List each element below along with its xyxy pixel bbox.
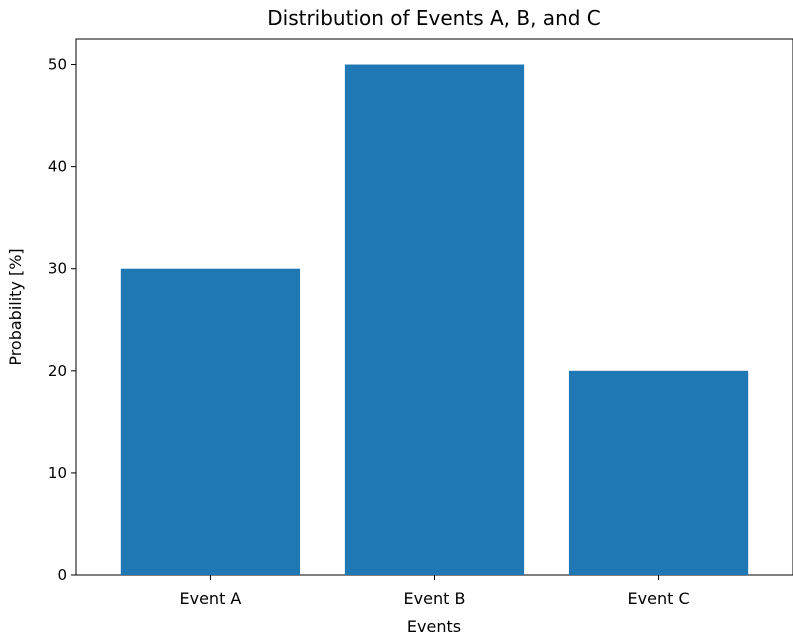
y-tick-label: 50: [48, 56, 67, 74]
x-tick-label: Event C: [628, 589, 690, 608]
y-tick-label: 40: [48, 158, 67, 176]
x-axis-ticks: Event A Event B Event C: [180, 575, 690, 608]
bar-event-a: [120, 268, 301, 575]
plot-area: 0 10 20 30 40 50 Event A Event B Event C: [48, 38, 793, 608]
x-axis-label: Events: [407, 617, 461, 636]
x-tick-label: Event A: [180, 589, 242, 608]
bar-event-c: [568, 370, 749, 575]
y-axis-ticks: 0 10 20 30 40 50: [48, 56, 76, 584]
y-tick-label: 10: [48, 464, 67, 482]
y-tick-label: 0: [57, 566, 67, 584]
x-tick-label: Event B: [404, 589, 466, 608]
y-tick-label: 20: [48, 362, 67, 380]
y-tick-label: 30: [48, 260, 67, 278]
y-axis-label: Probability [%]: [6, 248, 25, 365]
chart-title: Distribution of Events A, B, and C: [267, 6, 601, 30]
bars: [120, 64, 749, 576]
bar-event-b: [344, 64, 525, 576]
